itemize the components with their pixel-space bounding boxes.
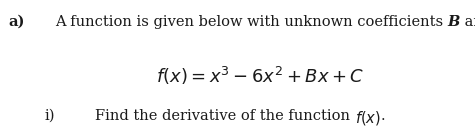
- Text: B: B: [448, 15, 460, 29]
- Text: $f(x) = x^3 - 6x^2 + Bx + C$: $f(x) = x^3 - 6x^2 + Bx + C$: [156, 65, 364, 87]
- Text: a): a): [8, 15, 24, 29]
- Text: A function is given below with unknown coefficients: A function is given below with unknown c…: [55, 15, 448, 29]
- Text: i): i): [45, 109, 56, 123]
- Text: and: and: [460, 15, 475, 29]
- Text: .: .: [380, 109, 385, 123]
- Text: $f(x)$: $f(x)$: [355, 109, 380, 127]
- Text: Find the derivative of the function: Find the derivative of the function: [95, 109, 355, 123]
